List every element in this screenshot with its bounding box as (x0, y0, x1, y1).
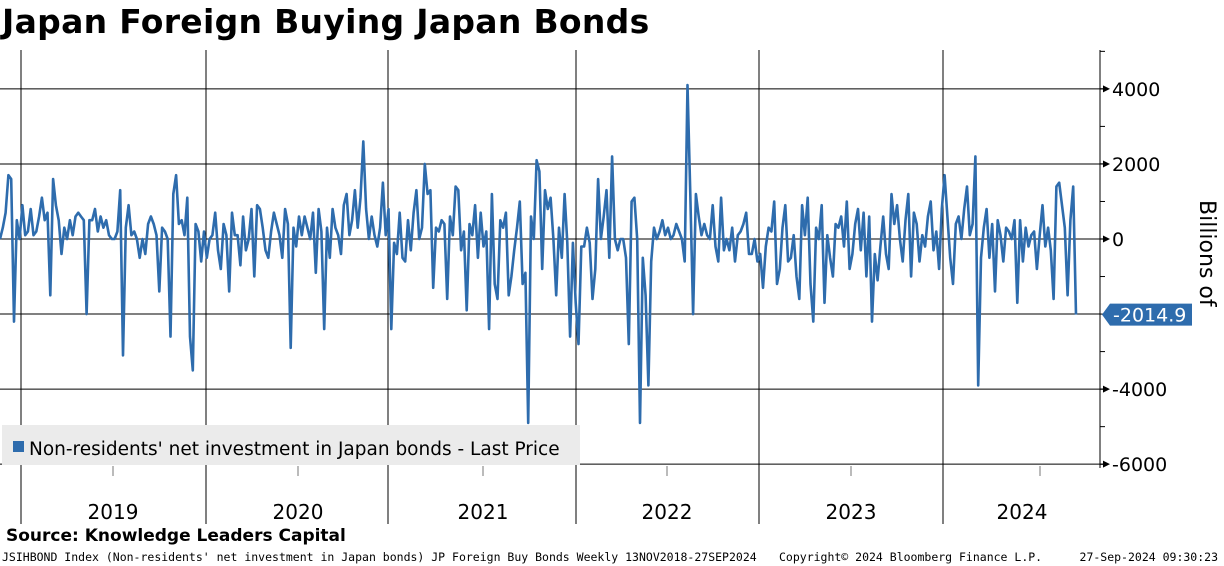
y-tick-arrow (1103, 85, 1110, 93)
year-label: 2019 (88, 500, 139, 524)
y-tick-label: -4000 (1112, 379, 1167, 401)
y-tick-label: 4000 (1112, 79, 1160, 101)
chart-title: Japan Foreign Buying Japan Bonds (2, 2, 650, 41)
y-tick-label: 2000 (1112, 154, 1160, 176)
y-axis: 4000 2000 0 -4000 -6000 (1099, 50, 1167, 476)
year-label: 2024 (997, 500, 1048, 524)
series-description: JSIHBOND Index (Non-residents' net inves… (2, 550, 757, 564)
y-tick-label: 0 (1112, 229, 1124, 251)
y-tick-arrow (1103, 385, 1110, 393)
horizontal-gridlines (0, 88, 1100, 465)
last-price-box (1102, 303, 1192, 326)
year-label: 2023 (826, 500, 877, 524)
y-tick-label: -6000 (1112, 454, 1167, 476)
legend-label: Non-residents' net investment in Japan b… (29, 439, 560, 460)
x-axis-year-labels: 2019 2020 2021 2022 2023 2024 (88, 500, 1048, 524)
last-price-value: -2014.9 (1113, 305, 1186, 327)
year-tick-marks (112, 466, 1041, 476)
year-label: 2020 (273, 500, 324, 524)
legend: Non-residents' net investment in Japan b… (2, 425, 580, 465)
legend-swatch (13, 441, 24, 452)
y-axis-label: Billions of (1194, 200, 1219, 308)
series-line (0, 83, 1078, 425)
timestamp-text: 27-Sep-2024 09:30:23 (1079, 550, 1218, 564)
y-tick-arrow (1103, 460, 1110, 468)
last-price-tag: -2014.9 (1102, 303, 1192, 327)
copyright-text: Copyright© 2024 Bloomberg Finance L.P. (779, 550, 1043, 564)
year-label: 2021 (458, 500, 509, 524)
legend-background (2, 425, 580, 465)
year-label: 2022 (642, 500, 693, 524)
y-tick-arrow (1103, 235, 1110, 243)
source-text: Source: Knowledge Leaders Capital (6, 526, 346, 546)
y-tick-arrow (1103, 160, 1110, 168)
